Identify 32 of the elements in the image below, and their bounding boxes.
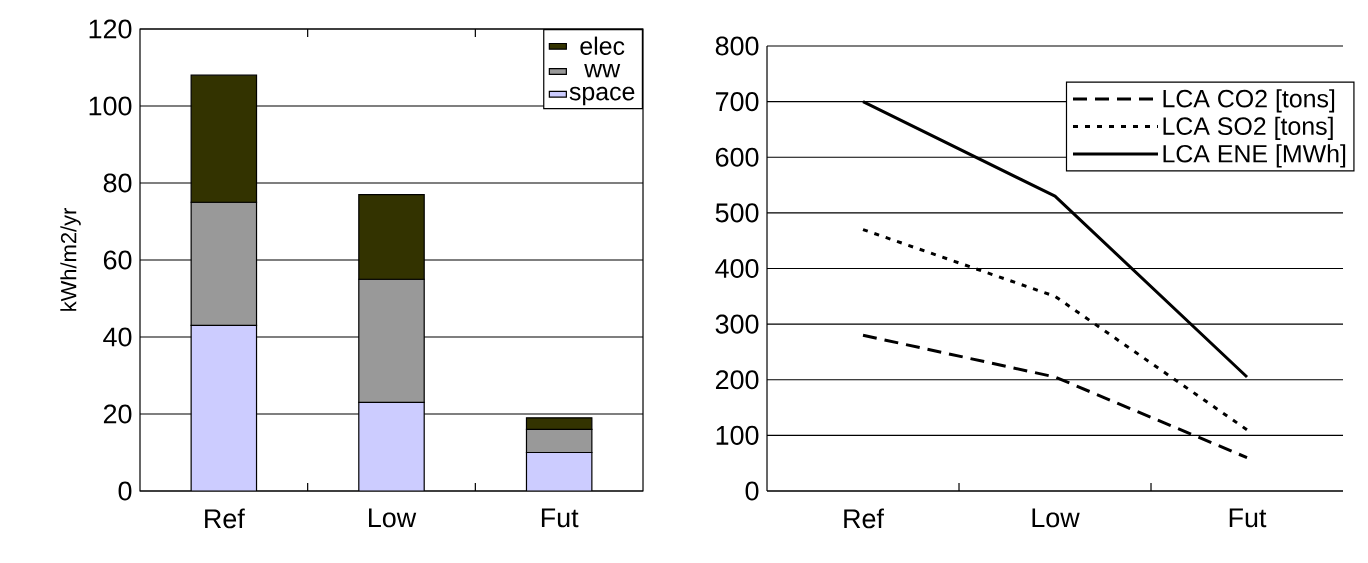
legend-label: space [569,86,635,106]
x-tick-label: Low [369,508,417,528]
y-tick-label: 100 [716,425,759,445]
y-tick-label: 800 [715,36,759,56]
y-tick-label: 700 [715,92,759,112]
y-tick-label: 60 [103,250,132,270]
x-tick-label: Fut [1229,508,1267,528]
legend-label: elec [580,36,625,55]
x-tick-label: Fut [541,508,579,528]
bar [525,451,593,491]
x-tick-label: Low [1032,508,1080,528]
y-tick-label: 400 [715,258,759,279]
y-tick-label: 100 [89,96,132,116]
y-axis-title: kWh/m2/yr [60,208,81,311]
x-tick-label: Ref [205,508,245,529]
y-tick-label: 600 [715,147,759,167]
legend-label: LCA SO2 [tons] [1163,116,1333,140]
y-tick-label: 300 [715,314,759,334]
bar [358,401,425,491]
y-tick-label: 200 [715,370,759,390]
legend-label: ww [584,64,621,78]
y-tick-label: 120 [89,19,132,39]
y-tick-label: 40 [103,327,132,347]
x-tick-label: Ref [844,508,884,529]
y-tick-label: 0 [745,481,759,501]
y-tick-label: 20 [103,404,132,424]
y-tick-label: 0 [118,481,132,501]
legend-label: LCA ENE [MWh] [1163,144,1346,168]
y-tick-label: 80 [103,173,132,193]
legend-label: LCA CO2 [tons] [1163,89,1335,113]
bar [190,324,258,491]
y-tick-label: 500 [715,203,759,223]
